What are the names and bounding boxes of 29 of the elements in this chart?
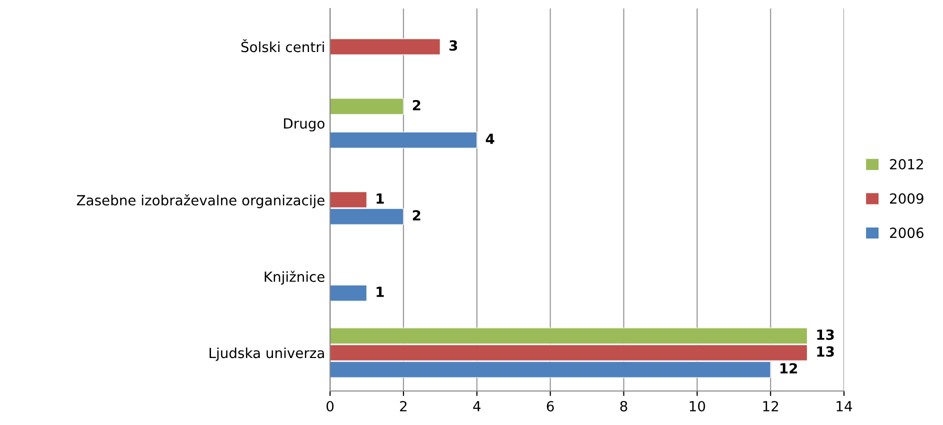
bar [330,98,404,115]
legend-label: 2006 [890,228,924,238]
x-tick-label: 12 [763,400,778,412]
y-tick-label: Ljudska univerza [210,347,324,361]
y-tick-label: Zasebne izobraževalne organizacije [76,194,324,208]
x-tick-label: 8 [620,400,628,412]
data-label: 2 [412,100,420,110]
y-tick-label: Šolski centri [241,39,324,52]
x-tick-label: 6 [546,400,554,412]
data-label: 4 [486,134,494,144]
data-label: 3 [449,40,458,51]
bar [330,284,368,302]
data-label: 2 [412,210,420,220]
legend-label: 2009 [890,193,924,204]
data-label: 13 [817,329,834,340]
data-label: 1 [376,286,384,297]
x-tick-label: 14 [836,401,852,412]
y-tick-label: Knjižnice [264,270,324,285]
bar [330,132,478,148]
x-tick-label: 0 [326,400,334,412]
data-label: 12 [780,363,798,374]
data-label: 13 [817,346,834,357]
bar [330,38,441,56]
x-tick-label: 4 [473,401,481,412]
x-tick-label: 2 [400,400,406,412]
x-tick-label: 10 [690,400,706,412]
y-tick-label: Drugo [284,118,324,132]
legend-label: 2012 [890,159,923,170]
data-label: 1 [376,193,384,204]
